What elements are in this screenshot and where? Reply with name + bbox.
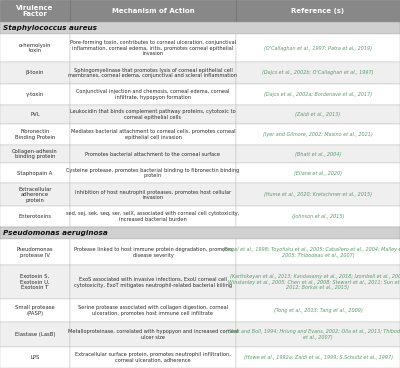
Text: Exotoxin S,
Exotoxin U,
Exotoxin T: Exotoxin S, Exotoxin U, Exotoxin T [20,274,50,290]
Text: Promotes bacterial attachment to the corneal surface: Promotes bacterial attachment to the cor… [86,152,220,157]
Text: (Tong et al., 2013; Tang et al., 2009): (Tong et al., 2013; Tang et al., 2009) [274,308,362,313]
Text: (Dajcs et al., 2002b; O'Callaghan et al., 1997): (Dajcs et al., 2002b; O'Callaghan et al.… [262,70,374,75]
Text: Leukocidin that binds complement pathway proteins, cytotoxic to
corneal epitheli: Leukocidin that binds complement pathway… [70,109,236,120]
Text: (Eliane et al., 2020): (Eliane et al., 2020) [294,171,342,176]
Text: ExoS associated with invasive infections, ExoU corneal cell
cytotoxicity, ExoT m: ExoS associated with invasive infections… [74,277,232,288]
Bar [70,145,236,163]
Bar [236,184,400,206]
Text: LPS: LPS [30,355,40,360]
Bar [236,163,400,184]
Text: Enterotoxins: Enterotoxins [18,214,52,219]
Bar [236,0,400,22]
Text: (Hume et al., 2020; Kretschmer et al., 2015): (Hume et al., 2020; Kretschmer et al., 2… [264,192,372,197]
Bar [0,206,70,227]
Text: Staphopain A: Staphopain A [17,171,53,176]
Text: Staphylococcus aureus: Staphylococcus aureus [3,25,97,31]
Text: Inhibition of host neutrophil proteases, promotes host cellular
invasion: Inhibition of host neutrophil proteases,… [75,190,231,200]
Bar [70,163,236,184]
Bar [236,124,400,145]
Text: Pseudomonas aeruginosa: Pseudomonas aeruginosa [3,230,108,236]
Bar [0,322,70,347]
Bar [0,105,70,124]
Text: Mechanism of Action: Mechanism of Action [112,8,194,14]
Text: Extracellular
adherence
protein: Extracellular adherence protein [18,187,52,203]
Bar [236,145,400,163]
Bar [236,84,400,105]
Bar [0,184,70,206]
Bar [70,239,236,265]
Text: Serine protease associated with collagen digestion, corneal
ulceration, promotes: Serine protease associated with collagen… [78,305,228,316]
Text: α-hemolysin
toxin: α-hemolysin toxin [19,43,51,53]
Bar [0,35,70,62]
Text: Metalloproteinase, correlated with hypopyon and increased corneal
ulcer size: Metalloproteinase, correlated with hypop… [68,329,238,340]
Bar [70,0,236,22]
Text: (O'Callaghan et al., 1997; Patra et al., 2019): (O'Callaghan et al., 1997; Patra et al.,… [264,46,372,51]
Bar [236,239,400,265]
Bar [70,35,236,62]
Bar [236,206,400,227]
Text: (Bhatt et al., 2004): (Bhatt et al., 2004) [295,152,341,157]
Text: (Johnson et al., 2015): (Johnson et al., 2015) [292,214,344,219]
Bar [70,62,236,84]
Text: Conjunctival injection and chemosis, corneal edema, corneal
infiltrate, hypopyon: Conjunctival injection and chemosis, cor… [76,89,230,100]
Text: sed, sej, sek, seq, ser, selX, associated with corneal cell cytotoxicity,
increa: sed, sej, sek, seq, ser, selX, associate… [66,211,240,222]
Text: Pseudomonas
protease IV: Pseudomonas protease IV [17,247,53,258]
Bar [70,184,236,206]
Text: β-toxin: β-toxin [26,70,44,75]
Bar [0,227,400,239]
Bar [0,145,70,163]
Text: Mediates bacterial attachment to corneal cells, promotes corneal
epithelial cell: Mediates bacterial attachment to corneal… [71,130,235,140]
Bar [0,0,70,22]
Bar [0,124,70,145]
Bar [0,22,400,35]
Text: (Clert and Boll, 1994; Hriung and Evans, 2002; Olla et al., 2013; Thibodeau
et a: (Clert and Boll, 1994; Hriung and Evans,… [226,329,400,340]
Text: γ-toxin: γ-toxin [26,92,44,97]
Bar [0,299,70,322]
Bar [0,84,70,105]
Text: Fibronectin
Binding Protein: Fibronectin Binding Protein [15,130,55,140]
Bar [236,299,400,322]
Bar [70,322,236,347]
Bar [70,347,236,368]
Text: Sphingomyelinase that promotes lysis of corneal epithelial cell
membranes, corne: Sphingomyelinase that promotes lysis of … [68,68,238,78]
Bar [236,322,400,347]
Text: Extracellular surface protein, promotes neutrophil infiltration,
corneal ulcerat: Extracellular surface protein, promotes … [75,352,231,363]
Bar [0,265,70,299]
Bar [70,299,236,322]
Bar [70,206,236,227]
Bar [70,84,236,105]
Bar [70,105,236,124]
Text: Elastase (LasB): Elastase (LasB) [15,332,55,337]
Text: PVL: PVL [30,112,40,117]
Bar [0,347,70,368]
Text: Reference (s): Reference (s) [292,8,344,14]
Bar [0,163,70,184]
Text: Cysteine protease, promotes bacterial binding to fibronectin binding
protein: Cysteine protease, promotes bacterial bi… [66,168,240,178]
Bar [236,347,400,368]
Bar [70,124,236,145]
Text: Pore-forming toxin, contributes to corneal ulceration, conjunctival
inflammation: Pore-forming toxin, contributes to corne… [70,40,236,56]
Text: (Iyer and Gilmore, 2002; Masino et al., 2021): (Iyer and Gilmore, 2002; Masino et al., … [263,132,373,137]
Bar [0,62,70,84]
Bar [236,265,400,299]
Bar [236,62,400,84]
Bar [236,105,400,124]
Text: (Dajcs et al., 2002a; Bordenave et al., 2017): (Dajcs et al., 2002a; Bordenave et al., … [264,92,372,97]
Bar [0,239,70,265]
Bar [236,35,400,62]
Text: Small protease
(PASP): Small protease (PASP) [15,305,55,316]
Text: (Howe et al., 1992a; Zaidi et al., 1999; S.Schultz et al., 1997): (Howe et al., 1992a; Zaidi et al., 1999;… [244,355,392,360]
Text: (Zaidi et al., 2013): (Zaidi et al., 2013) [295,112,341,117]
Text: Collagen-adhesin
binding protein: Collagen-adhesin binding protein [12,149,58,159]
Text: (Engel et al., 1998; Toyofuku et al., 2005; Caballero et al., 2004; Malley et al: (Engel et al., 1998; Toyofuku et al., 20… [223,247,400,258]
Text: Virulence
Factor: Virulence Factor [16,5,54,17]
Bar [70,265,236,299]
Text: Protease linked to host immune protein degradation, promotes
disease severity: Protease linked to host immune protein d… [74,247,232,258]
Text: (Karthikeyan et al., 2013; Kandasamy et al., 2018; Izombell et al., 2001;
Winsta: (Karthikeyan et al., 2013; Kandasamy et … [228,274,400,290]
